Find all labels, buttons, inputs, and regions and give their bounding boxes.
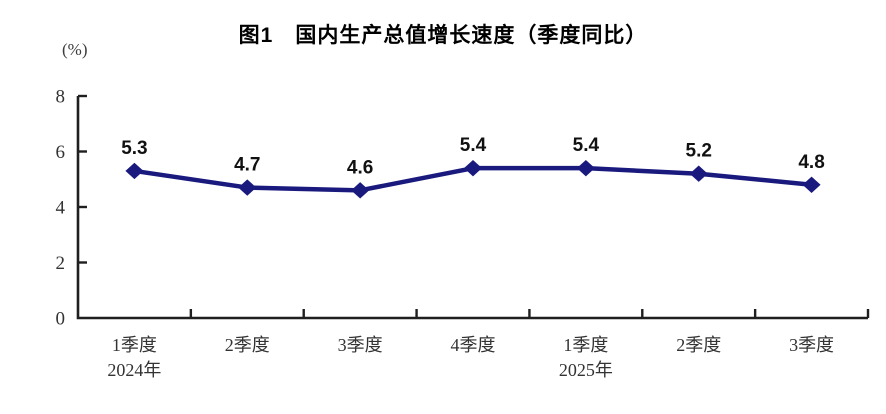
data-point-marker xyxy=(351,182,370,199)
y-tick-label: 4 xyxy=(56,198,66,219)
data-point-label: 4.8 xyxy=(798,152,824,173)
data-point-label: 5.4 xyxy=(573,135,600,156)
x-tick-label: 1季度 xyxy=(112,335,157,355)
data-point-marker xyxy=(238,179,257,196)
data-point-label: 5.2 xyxy=(686,141,712,162)
data-point-label: 5.4 xyxy=(460,135,487,156)
x-year-label: 2024年 xyxy=(107,360,161,380)
data-point-marker xyxy=(689,165,708,182)
x-tick-label: 4季度 xyxy=(451,335,496,355)
y-tick-label: 0 xyxy=(56,309,66,330)
axis-lines xyxy=(76,96,868,320)
x-tick-label: 3季度 xyxy=(789,335,834,355)
data-point-marker xyxy=(802,176,821,193)
data-point-label: 4.7 xyxy=(234,155,260,176)
data-point-marker xyxy=(464,159,482,177)
data-point-marker xyxy=(576,159,595,177)
y-tick-label: 2 xyxy=(56,253,66,274)
x-tick-label: 2季度 xyxy=(225,335,270,355)
data-point-label: 5.3 xyxy=(121,138,147,159)
x-tick-label: 2季度 xyxy=(676,335,721,355)
y-tick-label: 6 xyxy=(56,142,66,163)
y-tick-label: 8 xyxy=(56,87,66,108)
chart-title: 图1 国内生产总值增长速度（季度同比） xyxy=(238,24,648,47)
x-tick-label: 1季度 xyxy=(563,335,608,355)
y-axis-unit-label: (%) xyxy=(62,40,88,59)
x-tick-label: 3季度 xyxy=(338,335,383,355)
data-point-label: 4.6 xyxy=(347,157,373,178)
data-point-marker xyxy=(125,162,144,180)
x-year-label: 2025年 xyxy=(559,360,613,380)
